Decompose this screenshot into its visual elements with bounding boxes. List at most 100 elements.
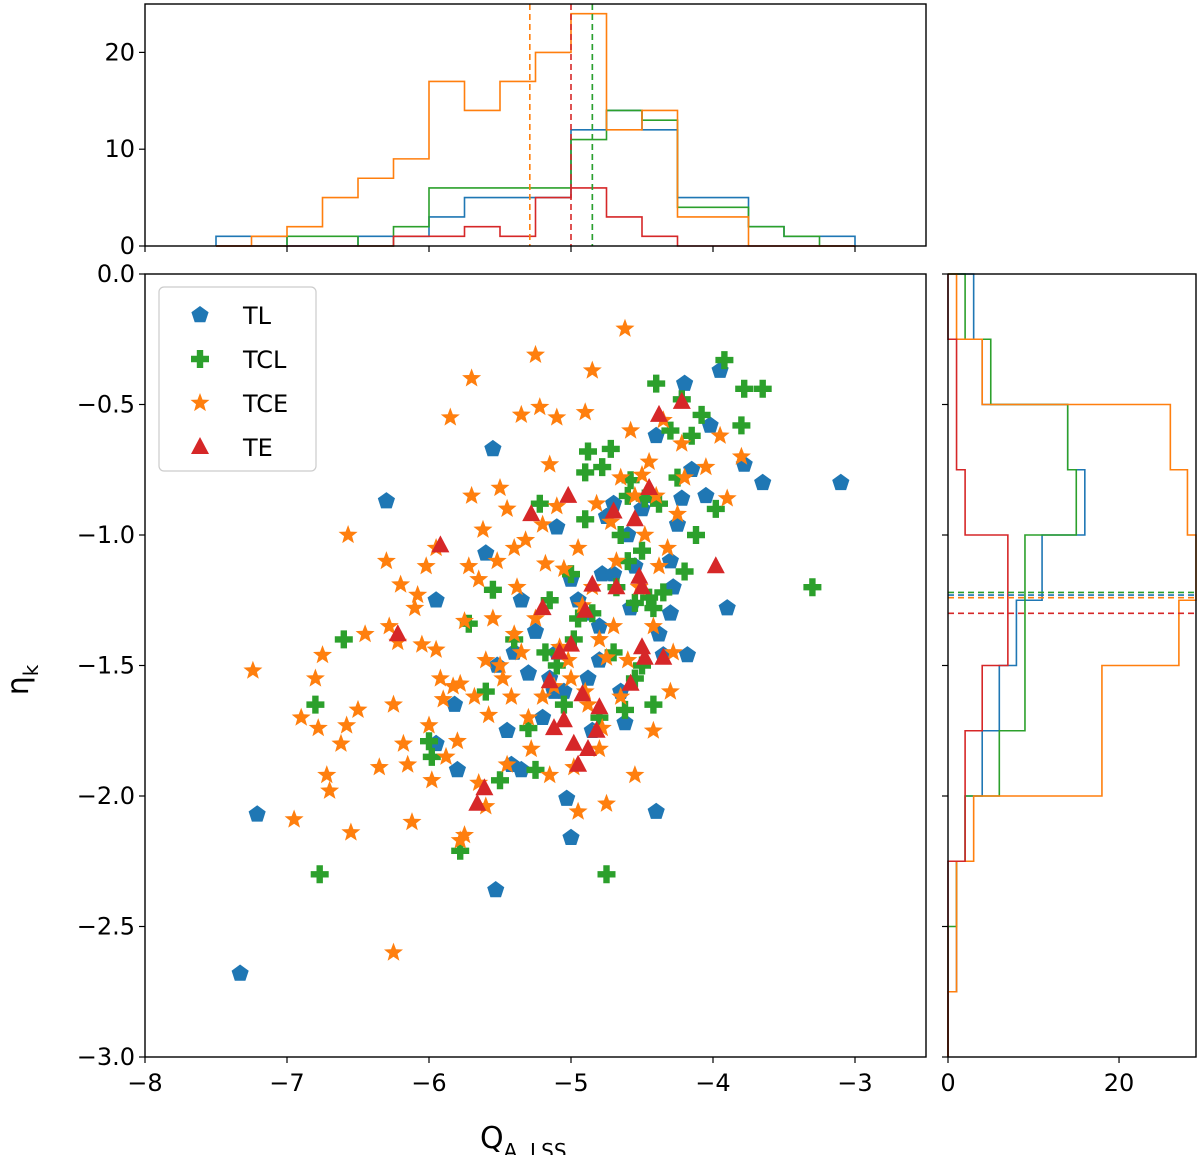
- point-tce: [592, 718, 612, 737]
- point-tce: [440, 407, 460, 426]
- point-tcl: [682, 426, 701, 445]
- x-tick-label: −5: [553, 1069, 588, 1097]
- point-te: [706, 556, 725, 574]
- top-y-tick-label: 10: [104, 135, 135, 163]
- side-hist-tl: [947, 273, 1086, 1057]
- point-tce: [547, 407, 567, 426]
- point-tcl: [562, 565, 580, 584]
- point-tl: [673, 489, 691, 506]
- point-tce: [493, 668, 513, 687]
- point-te: [522, 504, 541, 522]
- point-te: [633, 637, 651, 655]
- point-tl: [616, 713, 634, 731]
- point-tce: [469, 773, 489, 791]
- point-tce: [447, 731, 467, 750]
- point-tce: [331, 733, 351, 752]
- point-te: [468, 793, 487, 811]
- point-tcl: [593, 458, 612, 477]
- point-tcl: [706, 499, 725, 518]
- point-tce: [320, 780, 340, 799]
- point-te: [650, 404, 668, 422]
- legend-entry-tcl: TCL: [191, 346, 287, 374]
- legend-entry-te: TE: [191, 434, 273, 462]
- point-tce: [455, 611, 474, 630]
- point-tl: [605, 565, 623, 582]
- legend-label-tl: TL: [242, 302, 272, 330]
- point-tce: [476, 796, 496, 815]
- point-tl: [558, 789, 576, 806]
- point-tcl: [476, 682, 495, 701]
- point-tce: [455, 825, 474, 844]
- side-x-tick-label: 0: [940, 1069, 955, 1097]
- point-tce: [578, 694, 598, 713]
- y-tick-label: −1.0: [77, 521, 135, 549]
- legend-marker-tcl: [191, 350, 209, 368]
- point-tce: [469, 569, 489, 588]
- point-tce: [487, 551, 507, 570]
- series-tcl: [306, 351, 822, 884]
- point-tcl: [644, 695, 663, 714]
- point-tcl: [735, 379, 754, 398]
- point-te: [564, 733, 583, 751]
- point-te: [583, 574, 602, 592]
- point-tcl: [675, 562, 694, 581]
- y-tick-label: −0.5: [77, 391, 135, 419]
- point-tce: [672, 433, 692, 452]
- point-tce: [376, 551, 396, 570]
- point-tce: [597, 793, 616, 812]
- point-tce: [430, 668, 450, 687]
- legend-entry-tl: TL: [191, 302, 272, 330]
- point-tce: [568, 801, 588, 820]
- top-hist-tcl: [216, 109, 855, 247]
- point-tcl: [692, 405, 711, 424]
- point-tce: [658, 538, 678, 557]
- point-te: [633, 577, 651, 595]
- point-tce: [540, 454, 560, 473]
- point-tcl: [483, 580, 502, 599]
- point-tl: [555, 682, 573, 699]
- point-tce: [348, 699, 368, 718]
- point-tl: [477, 544, 495, 561]
- point-tl: [427, 591, 445, 608]
- point-tcl: [618, 486, 637, 505]
- point-te: [559, 485, 578, 503]
- side-hist-tce: [947, 273, 1197, 1057]
- point-tce: [660, 681, 680, 700]
- point-tce: [384, 694, 403, 713]
- series-tl: [231, 361, 850, 981]
- point-tcl: [554, 695, 573, 714]
- point-te: [475, 778, 494, 796]
- point-tce: [398, 754, 418, 773]
- point-tcl: [635, 489, 654, 508]
- point-te: [562, 634, 580, 652]
- point-tce: [533, 686, 553, 705]
- point-tce: [618, 650, 638, 669]
- point-tce: [284, 809, 304, 828]
- point-tl: [448, 760, 466, 778]
- point-tce: [426, 639, 446, 658]
- point-tcl: [569, 609, 588, 628]
- point-tl: [832, 473, 850, 491]
- point-tcl: [334, 630, 353, 649]
- point-tce: [589, 629, 609, 648]
- x-tick-label: −3: [837, 1069, 872, 1097]
- point-tce: [391, 574, 411, 593]
- point-tce: [540, 765, 560, 784]
- point-tce: [561, 668, 581, 687]
- point-tce: [490, 478, 510, 497]
- point-tcl: [732, 416, 751, 435]
- point-tl: [487, 881, 505, 898]
- point-tce: [639, 451, 659, 470]
- point-te: [621, 673, 640, 691]
- point-tce: [462, 485, 482, 504]
- point-tl: [519, 664, 537, 681]
- point-tcl: [576, 463, 595, 482]
- point-tce: [589, 739, 609, 758]
- point-tce: [547, 496, 567, 515]
- point-tce: [582, 360, 602, 379]
- series-te: [388, 391, 725, 811]
- point-tce: [511, 642, 531, 661]
- y-tick-label: −3.0: [77, 1043, 135, 1071]
- legend-label-te: TE: [242, 434, 273, 462]
- point-tl: [512, 760, 530, 778]
